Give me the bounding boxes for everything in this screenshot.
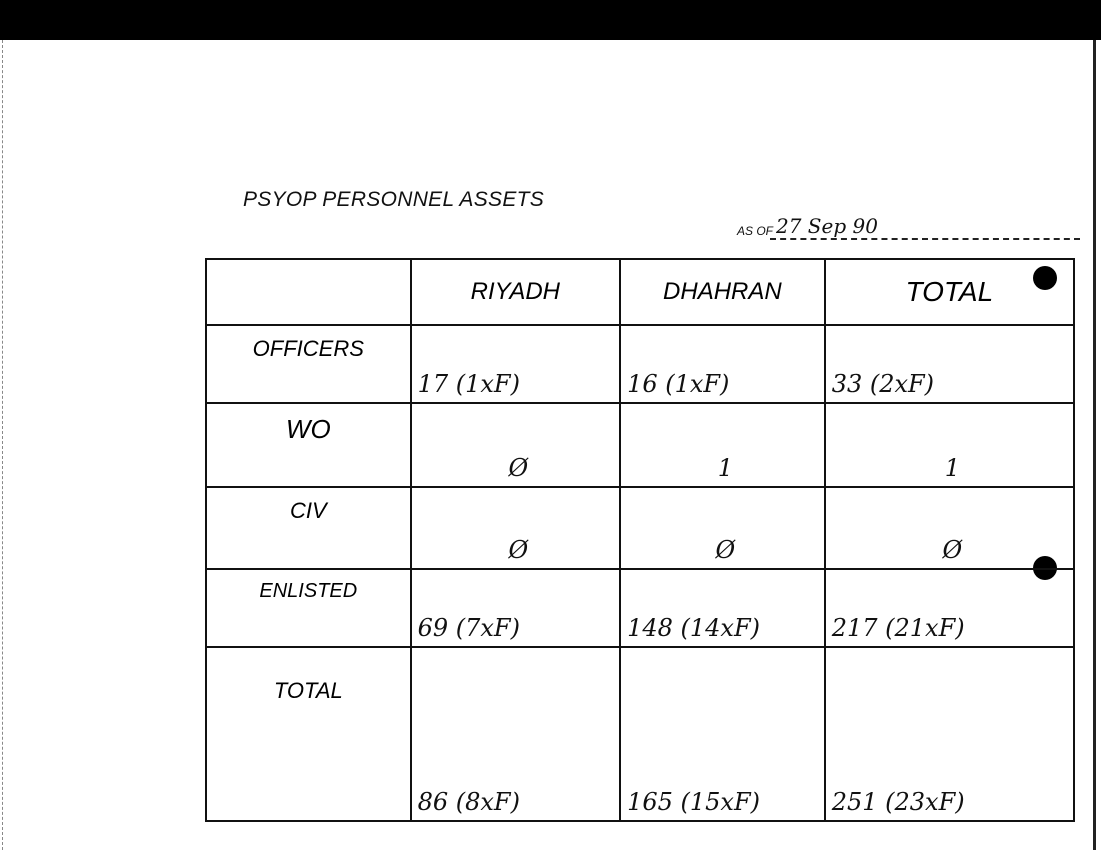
- cell-dhahran: 16 (1xF): [619, 324, 826, 404]
- header-row: RIYADH DHAHRAN TOTAL: [205, 258, 1076, 326]
- cell-dhahran: 148 (14xF): [619, 568, 826, 648]
- row-label: OFFICERS: [205, 324, 412, 404]
- cell-riyadh: Ø: [409, 402, 622, 488]
- as-of-date: 27 Sep 90: [770, 214, 1080, 240]
- header-dhahran: DHAHRAN: [619, 258, 826, 326]
- header-total: TOTAL: [823, 258, 1076, 326]
- table-row: ENLISTED 69 (7xF) 148 (14xF) 217 (21xF): [205, 568, 1076, 648]
- cell-riyadh: 69 (7xF): [409, 568, 622, 648]
- row-label: WO: [205, 402, 412, 488]
- cell-total: 217 (21xF): [823, 568, 1076, 648]
- header-riyadh: RIYADH: [409, 258, 622, 326]
- cell-dhahran: 165 (15xF): [619, 646, 826, 822]
- row-label: ENLISTED: [205, 568, 412, 648]
- cell-riyadh: 17 (1xF): [409, 324, 622, 404]
- cell-total: 251 (23xF): [823, 646, 1076, 822]
- table-row: WO Ø 1 1: [205, 402, 1076, 488]
- row-label: CIV: [205, 486, 412, 570]
- as-of-label: AS OF: [737, 224, 774, 238]
- document-title: PSYOP PERSONNEL ASSETS: [243, 188, 545, 211]
- cell-total: 33 (2xF): [823, 324, 1076, 404]
- scan-left-edge: [2, 40, 4, 850]
- table-row: CIV Ø Ø Ø: [205, 486, 1076, 570]
- scan-right-edge: [1093, 40, 1096, 850]
- cell-total: Ø: [823, 486, 1076, 570]
- cell-riyadh: 86 (8xF): [409, 646, 622, 822]
- cell-riyadh: Ø: [409, 486, 622, 570]
- scan-top-border: [0, 0, 1101, 40]
- row-label: TOTAL: [205, 646, 412, 822]
- cell-total: 1: [823, 402, 1076, 488]
- cell-dhahran: Ø: [619, 486, 826, 570]
- personnel-table: RIYADH DHAHRAN TOTAL OFFICERS 17 (1xF) 1…: [205, 258, 1076, 822]
- header-blank: [205, 258, 412, 326]
- cell-dhahran: 1: [619, 402, 826, 488]
- table-row-total: TOTAL 86 (8xF) 165 (15xF) 251 (23xF): [205, 646, 1076, 822]
- table-row: OFFICERS 17 (1xF) 16 (1xF) 33 (2xF): [205, 324, 1076, 404]
